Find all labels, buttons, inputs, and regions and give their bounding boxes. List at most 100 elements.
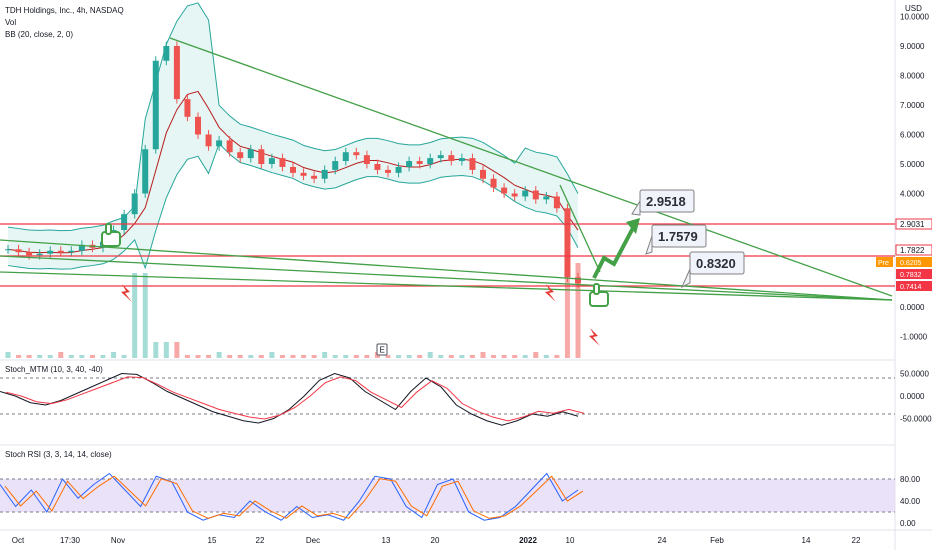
- candle: [511, 189, 518, 201]
- price-tag: 1.7822: [895, 244, 932, 256]
- time-tick-label: 17:30: [60, 536, 81, 545]
- mtm-tick-label: -50.0000: [900, 415, 932, 424]
- mtm-tick-label: 50.0000: [900, 370, 929, 379]
- candle: [363, 150, 370, 169]
- candle: [532, 186, 539, 204]
- volume-bar: [237, 355, 243, 358]
- candle: [458, 153, 465, 166]
- stoch-mtm-pane: [0, 372, 895, 426]
- volume-bar: [364, 355, 370, 358]
- candle: [501, 183, 508, 198]
- candle: [5, 244, 11, 254]
- candle: [416, 156, 423, 169]
- candle: [121, 209, 128, 235]
- stoch-mtm-legend[interactable]: Stoch_MTM (10, 3, 40, -40): [5, 365, 103, 374]
- mtm-d-line: [5, 376, 585, 422]
- volume-bar: [491, 355, 497, 358]
- volume-bar: [258, 355, 264, 358]
- bb-legend[interactable]: BB (20, close, 2, 0): [5, 30, 73, 39]
- annotation-callout-2[interactable]: 1.7579: [645, 224, 707, 255]
- price-tag-label: 2.9031: [900, 220, 925, 229]
- volume-bar: [269, 352, 275, 358]
- price-tick-label: -1.0000: [900, 333, 928, 342]
- callout-box: [689, 251, 745, 275]
- candle: [543, 192, 550, 204]
- trend-line[interactable]: [0, 271, 893, 301]
- pre-market-label: Pre: [878, 260, 889, 267]
- stoch-rsi-pane: [0, 472, 895, 521]
- time-tick-label: 22: [256, 536, 265, 545]
- volume-bar: [385, 355, 391, 358]
- candle: [374, 159, 381, 175]
- volume-bar: [174, 342, 180, 358]
- time-tick-label: Oct: [12, 536, 25, 545]
- candle: [564, 203, 571, 282]
- volume-bar: [121, 355, 127, 358]
- vol-legend[interactable]: Vol: [5, 18, 16, 27]
- price-tick-label: 7.0000: [900, 101, 925, 110]
- candle: [68, 246, 75, 257]
- volume-bar: [195, 355, 201, 358]
- candle: [311, 171, 318, 184]
- price-tag-label: 1.7822: [900, 246, 925, 255]
- callout-pointer: [680, 268, 691, 289]
- pointing-hand-icon: [589, 283, 609, 307]
- volume-bar: [522, 355, 528, 358]
- candle: [258, 144, 265, 169]
- price-tag: 2.9031: [895, 218, 932, 230]
- price-tag-label: 0.7414: [900, 284, 922, 291]
- volume-bar: [79, 355, 85, 358]
- candle: [353, 147, 360, 160]
- price-tag: 0.7414: [896, 281, 932, 291]
- volume-bar: [290, 355, 296, 358]
- volume-bar: [111, 352, 117, 358]
- time-tick-label: 10: [566, 536, 575, 545]
- currency-label: USD: [905, 4, 922, 13]
- volume-bar: [322, 352, 328, 358]
- volume-bar: [68, 355, 74, 358]
- price-axis[interactable]: 10.0000 9.0000 8.0000 7.0000 6.0000 5.0000 4.0…: [876, 13, 932, 342]
- trend-line[interactable]: [0, 239, 893, 301]
- volume-bar: [26, 355, 32, 358]
- candle: [395, 162, 402, 178]
- callout-box: [639, 189, 695, 213]
- candle: [78, 240, 85, 256]
- candle: [279, 153, 286, 172]
- volume-bar: [89, 355, 95, 358]
- stoch-rsi-legend[interactable]: Stoch RSI (3, 3, 14, 14, close): [5, 450, 112, 459]
- trend-lines: [0, 37, 893, 301]
- bb-upper-line: [7, 2, 579, 232]
- candle: [490, 174, 497, 193]
- lightning-icon: [589, 328, 600, 346]
- symbol-title[interactable]: TDH Holdings, Inc., 4h, NASDAQ: [5, 6, 124, 15]
- candle: [195, 112, 201, 139]
- lightning-icon: [121, 284, 132, 302]
- volume-bar: [37, 355, 43, 358]
- trend-line[interactable]: [169, 37, 893, 297]
- time-tick-label: Dec: [306, 536, 320, 545]
- annotation-callout-1[interactable]: 2.9518: [631, 189, 695, 216]
- callout-label: 1.7579: [658, 229, 698, 244]
- rsi-d-line: [4, 475, 584, 519]
- volume-bar: [279, 355, 285, 358]
- annotation-callout-3[interactable]: 0.8320: [680, 251, 745, 289]
- candle: [173, 41, 180, 104]
- volume-bar: [438, 355, 444, 358]
- volume-bar: [248, 355, 254, 358]
- earnings-marker-icon[interactable]: [376, 343, 388, 356]
- volume-bar: [448, 355, 454, 358]
- trend-line[interactable]: [0, 255, 893, 301]
- stoch-rsi-axis: 80.00 40.00 0.00: [900, 475, 921, 528]
- volume-bar: [5, 352, 11, 358]
- trend-line[interactable]: [559, 184, 601, 273]
- earnings-marker-label: E: [380, 346, 385, 355]
- volume-bar: [16, 355, 22, 358]
- volume-bar: [469, 355, 475, 358]
- candle: [553, 192, 560, 213]
- callout-label: 0.8320: [696, 256, 736, 271]
- time-axis[interactable]: Oct 17:30 Nov 15 22 Dec 13 20 2022 10 24 Feb 14 22: [12, 536, 861, 545]
- candle: [575, 272, 581, 288]
- candle: [142, 144, 149, 198]
- volume-bar: [311, 355, 317, 358]
